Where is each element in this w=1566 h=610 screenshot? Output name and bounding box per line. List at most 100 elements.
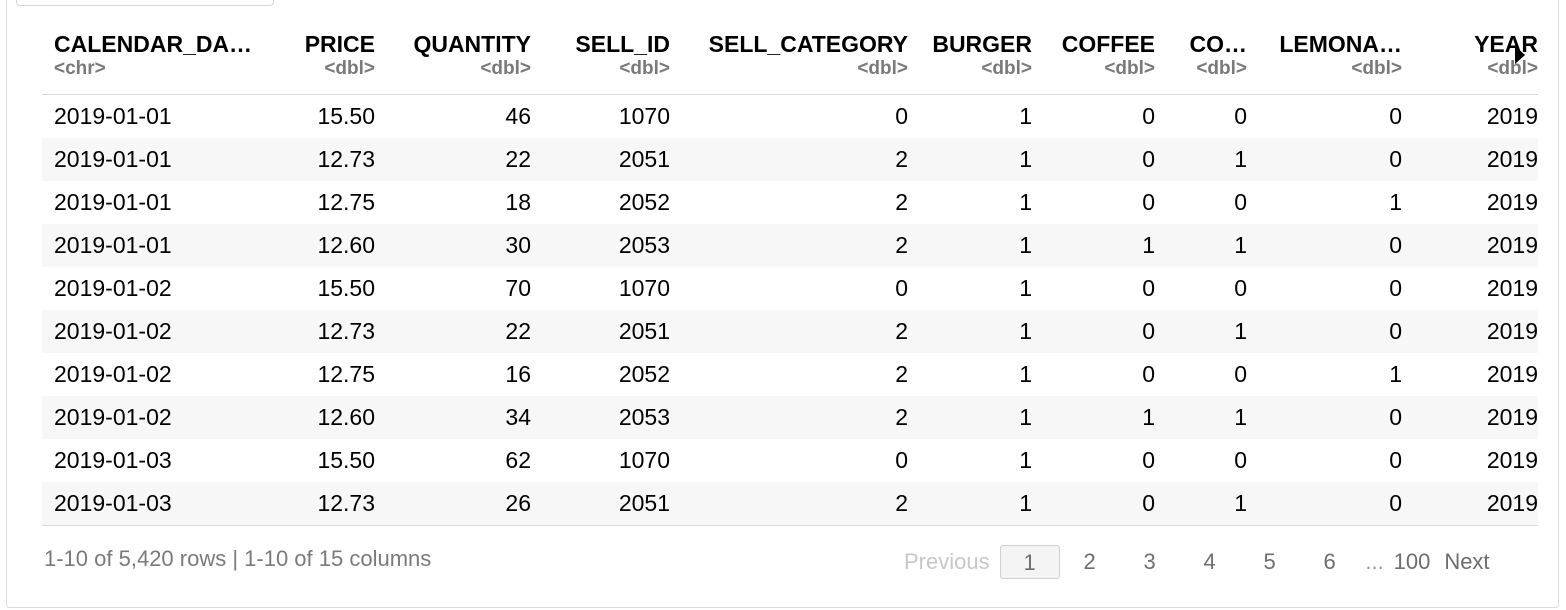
table-row: 2019-01-02 12.60 34 2053 2 1 1 1 0 2019 <box>42 396 1538 439</box>
previous-button[interactable]: Previous <box>904 549 990 574</box>
table-cell: 1 <box>908 224 1032 267</box>
table-cell: 1 <box>1019 275 1032 301</box>
table-cell: 2019-01-03 <box>42 482 272 526</box>
column-type: <dbl> <box>480 58 531 79</box>
pagination: Previous 1 2 3 4 5 6 ... 100 Next <box>904 543 1490 581</box>
table-cell: 0 <box>895 447 908 473</box>
table-cell: 30 <box>375 224 531 267</box>
page-button[interactable]: 4 <box>1203 549 1216 574</box>
table-cell: 2053 <box>531 224 670 267</box>
table-cell: 0 <box>1247 482 1402 526</box>
table-cell: 16 <box>505 361 531 387</box>
column-header[interactable]: SELL_ID <dbl> <box>531 26 670 95</box>
table-cell: 0 <box>1234 103 1247 129</box>
table-cell: 1 <box>1155 310 1247 353</box>
table-cell: 2 <box>670 224 908 267</box>
header-row: CALENDAR_DA… <chr> PRICE <dbl> QUANTITY <dbl>… <box>42 26 1538 95</box>
page-button[interactable]: 2 <box>1083 549 1096 574</box>
table-cell: 12.73 <box>272 138 375 181</box>
table-cell: 70 <box>505 275 531 301</box>
table-cell: 0 <box>1142 189 1155 215</box>
next-button[interactable]: Next <box>1444 549 1490 574</box>
table-cell: 2019 <box>1402 138 1538 181</box>
table-row: 2019-01-02 12.73 22 2051 2 1 0 1 0 2019 <box>42 310 1538 353</box>
column-type: <dbl> <box>981 58 1032 79</box>
table-cell: 2019 <box>1402 224 1538 267</box>
column-header[interactable]: SELL_CATEGORY <dbl> <box>670 26 908 95</box>
column-type: <dbl> <box>1487 58 1538 79</box>
table-cell: 2051 <box>531 138 670 181</box>
table-cell: 62 <box>505 447 531 473</box>
table-cell: 2019-01-02 <box>42 310 272 353</box>
table-row: 2019-01-03 15.50 62 1070 0 1 0 0 0 2019 <box>42 439 1538 482</box>
column-type: <chr> <box>54 58 106 79</box>
column-type: <dbl> <box>324 58 375 79</box>
column-name: COFFEE <box>1061 31 1155 57</box>
table-cell: 1 <box>1019 447 1032 473</box>
table-cell: 2051 <box>531 482 670 526</box>
table-cell: 12.75 <box>317 189 375 215</box>
table-cell: 15.50 <box>317 275 375 301</box>
table-cell: 1 <box>1389 189 1402 215</box>
table-cell: 2052 <box>618 361 670 387</box>
table-cell: 12.60 <box>272 224 375 267</box>
column-header[interactable]: QUANTITY <dbl> <box>375 26 531 95</box>
column-header[interactable]: BURGER <dbl> <box>908 26 1032 95</box>
table-cell: 12.75 <box>317 361 375 387</box>
column-header[interactable]: LEMONA… <dbl> <box>1247 26 1402 95</box>
column-name: SELL_CATEGORY <box>708 31 908 57</box>
column-type: <dbl> <box>857 58 908 79</box>
column-header[interactable]: CALENDAR_DA… <chr> <box>42 26 272 95</box>
column-name: CO… <box>1189 31 1248 57</box>
table-cell: 12.73 <box>272 482 375 526</box>
table-cell: 2019-01-02 <box>42 396 272 439</box>
column-name: LEMONA… <box>1279 31 1402 57</box>
table-cell: 2019 <box>1486 361 1538 387</box>
table-cell: 1 <box>1155 138 1247 181</box>
page-button-last[interactable]: 100 <box>1393 549 1431 574</box>
table-cell: 2019 <box>1402 482 1538 526</box>
table-row: 2019-01-01 12.75 18 2052 2 1 0 0 1 2019 <box>42 181 1538 224</box>
table-cell: 0 <box>1247 396 1402 439</box>
table-cell: 0 <box>1142 361 1155 387</box>
column-header[interactable]: CO… <dbl> <box>1155 26 1247 95</box>
table-cell: 15.50 <box>317 103 375 129</box>
table-cell: 1 <box>1032 224 1155 267</box>
table-cell: 12.73 <box>272 310 375 353</box>
table-cell: 0 <box>1247 310 1402 353</box>
table-cell: 2 <box>670 138 908 181</box>
data-table: CALENDAR_DA… <chr> PRICE <dbl> QUANTITY <dbl>… <box>42 26 1538 526</box>
next-columns-caret-right-icon[interactable] <box>1515 46 1525 64</box>
column-header[interactable]: PRICE <dbl> <box>272 26 375 95</box>
page-button-current[interactable]: 1 <box>999 545 1060 579</box>
table-cell: 1 <box>1155 396 1247 439</box>
table-cell: 2 <box>670 396 908 439</box>
table-cell: 2019-01-02 <box>54 361 172 387</box>
table-cell: 1 <box>1032 396 1155 439</box>
table-cell: 0 <box>1234 447 1247 473</box>
table-cell: 2019-01-02 <box>54 275 172 301</box>
table-cell: 34 <box>375 396 531 439</box>
table-row: 2019-01-02 12.75 16 2052 2 1 0 0 1 2019 <box>42 353 1538 396</box>
table-cell: 2019 <box>1486 103 1538 129</box>
table-cell: 2019-01-03 <box>54 447 172 473</box>
page-button[interactable]: 6 <box>1323 549 1336 574</box>
column-name: BURGER <box>932 31 1032 57</box>
table-cell: 1 <box>1155 224 1247 267</box>
column-type: <dbl> <box>1104 58 1155 79</box>
table-cell: 2019 <box>1402 310 1538 353</box>
page-button[interactable]: 3 <box>1143 549 1156 574</box>
table-cell: 1 <box>908 310 1032 353</box>
page-button[interactable]: 5 <box>1263 549 1276 574</box>
table-cell: 1 <box>1019 361 1032 387</box>
table-cell: 2019 <box>1486 189 1538 215</box>
table-cell: 26 <box>375 482 531 526</box>
table-cell: 46 <box>505 103 531 129</box>
table-cell: 0 <box>1234 361 1247 387</box>
toolbar-stub <box>16 0 274 6</box>
table-cell: 22 <box>375 138 531 181</box>
table-row: 2019-01-01 12.73 22 2051 2 1 0 1 0 2019 <box>42 138 1538 181</box>
column-header[interactable]: COFFEE <dbl> <box>1032 26 1155 95</box>
pagination-ellipsis: ... <box>1365 549 1384 574</box>
table-cell: 0 <box>1234 275 1247 301</box>
